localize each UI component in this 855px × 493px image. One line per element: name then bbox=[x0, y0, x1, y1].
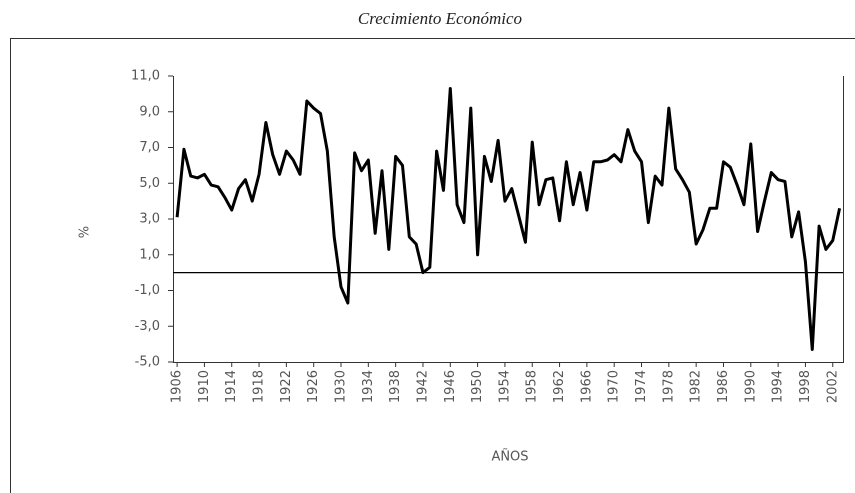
x-tick-label: 1974 bbox=[634, 370, 649, 403]
x-tick-label: 1942 bbox=[415, 370, 430, 403]
x-tick-label: 1954 bbox=[497, 370, 512, 403]
y-tick-label: -3,0 bbox=[135, 319, 160, 334]
x-tick-label: 1906 bbox=[170, 370, 185, 403]
y-tick-label: 3,0 bbox=[139, 212, 160, 227]
x-tick-label: 1962 bbox=[552, 370, 567, 403]
x-tick-label: 1914 bbox=[224, 370, 239, 403]
x-tick-label: 1946 bbox=[443, 370, 458, 403]
x-tick-label: 1918 bbox=[252, 370, 267, 403]
y-tick-label: 9,0 bbox=[139, 104, 160, 119]
x-tick-label: 1994 bbox=[771, 370, 786, 403]
x-tick-label: 1910 bbox=[197, 370, 212, 403]
x-tick-label: 1950 bbox=[470, 370, 485, 403]
plot-frame bbox=[173, 76, 844, 363]
x-tick-label: 1938 bbox=[388, 370, 403, 403]
x-tick-label: 1986 bbox=[716, 370, 731, 403]
x-tick-label: 1958 bbox=[525, 370, 540, 403]
frame bbox=[10, 38, 855, 493]
x-tick-label: 2002 bbox=[825, 370, 840, 403]
x-tick-label: 1978 bbox=[661, 370, 676, 403]
x-tick-label: 1970 bbox=[607, 370, 622, 403]
x-tick-label: 1922 bbox=[279, 370, 294, 403]
x-tick-label: 1982 bbox=[689, 370, 704, 403]
line-series bbox=[175, 87, 842, 351]
y-tick-label: -5,0 bbox=[135, 355, 160, 370]
x-tick-label: 1926 bbox=[306, 370, 321, 403]
y-tick-label: 1,0 bbox=[139, 247, 160, 262]
x-tick-label: 1930 bbox=[334, 370, 349, 403]
x-axis-label: AÑOS bbox=[491, 449, 528, 465]
x-tick-label: 1998 bbox=[798, 370, 813, 403]
y-tick-label: 7,0 bbox=[139, 140, 160, 155]
chart-title: Crecimiento Económico bbox=[358, 9, 522, 28]
x-tick-label: 1966 bbox=[579, 370, 594, 403]
x-tick-label: 1990 bbox=[743, 370, 758, 403]
y-axis-label: % bbox=[78, 226, 93, 238]
y-tick-label: 11,0 bbox=[131, 69, 160, 84]
y-tick-label: 5,0 bbox=[139, 176, 160, 191]
y-tick-label: -1,0 bbox=[135, 283, 160, 298]
x-tick-label: 1934 bbox=[361, 370, 376, 403]
